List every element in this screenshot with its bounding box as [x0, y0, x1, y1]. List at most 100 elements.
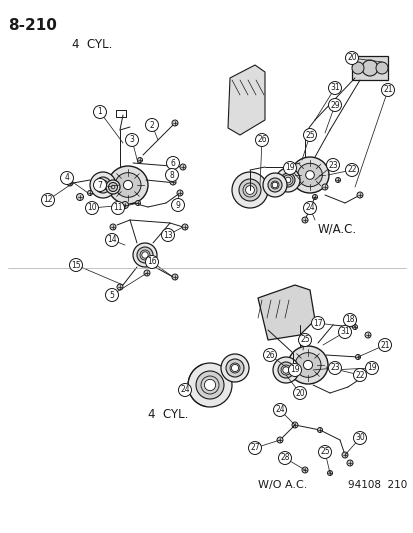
Circle shape — [282, 367, 289, 373]
Text: 17: 17 — [312, 319, 322, 327]
Text: 13: 13 — [163, 230, 172, 239]
Circle shape — [231, 365, 238, 372]
Circle shape — [67, 180, 73, 186]
Circle shape — [355, 354, 360, 359]
Text: 24: 24 — [304, 204, 314, 213]
Circle shape — [291, 422, 297, 428]
Circle shape — [95, 177, 111, 193]
Circle shape — [98, 188, 102, 192]
Circle shape — [380, 84, 394, 96]
Circle shape — [221, 354, 248, 382]
Circle shape — [364, 332, 370, 338]
Text: 2: 2 — [149, 120, 154, 130]
Circle shape — [353, 368, 366, 382]
Circle shape — [117, 284, 123, 290]
Circle shape — [93, 106, 106, 118]
Text: 31: 31 — [339, 327, 349, 336]
Circle shape — [144, 270, 150, 276]
Text: 25: 25 — [299, 335, 309, 344]
Ellipse shape — [108, 166, 147, 204]
Circle shape — [275, 168, 299, 192]
Text: 31: 31 — [330, 84, 339, 93]
Text: 6: 6 — [170, 158, 175, 167]
Circle shape — [180, 164, 185, 170]
Text: 4  CYL.: 4 CYL. — [147, 408, 188, 421]
Circle shape — [145, 255, 158, 269]
Text: 94108  210: 94108 210 — [347, 480, 406, 490]
Circle shape — [305, 171, 313, 179]
Circle shape — [178, 384, 191, 397]
Circle shape — [328, 82, 341, 94]
Text: 21: 21 — [379, 341, 389, 350]
Circle shape — [318, 446, 331, 458]
Circle shape — [110, 224, 116, 230]
Text: 19: 19 — [290, 366, 299, 375]
Circle shape — [195, 371, 223, 399]
Text: 29: 29 — [330, 101, 339, 109]
Circle shape — [298, 334, 311, 346]
Circle shape — [255, 133, 268, 147]
Circle shape — [351, 62, 363, 74]
Text: 12: 12 — [43, 196, 52, 205]
Text: 8-210: 8-210 — [8, 18, 57, 33]
Circle shape — [263, 349, 276, 361]
Circle shape — [285, 177, 290, 183]
Text: 22: 22 — [347, 166, 356, 174]
Circle shape — [361, 60, 377, 76]
Circle shape — [345, 52, 358, 64]
Circle shape — [335, 177, 339, 182]
Circle shape — [177, 190, 183, 196]
Circle shape — [137, 157, 142, 163]
Circle shape — [111, 185, 114, 189]
Circle shape — [171, 120, 178, 126]
Circle shape — [87, 190, 92, 196]
Circle shape — [303, 201, 316, 214]
Ellipse shape — [287, 346, 327, 384]
Circle shape — [312, 195, 317, 199]
Text: 21: 21 — [382, 85, 392, 94]
Circle shape — [171, 274, 178, 280]
Circle shape — [123, 181, 132, 190]
Circle shape — [301, 467, 307, 473]
Circle shape — [125, 133, 138, 147]
Circle shape — [100, 182, 106, 188]
Circle shape — [165, 168, 178, 182]
Circle shape — [142, 252, 148, 258]
Circle shape — [356, 192, 362, 198]
Text: 7: 7 — [97, 181, 102, 190]
Text: 25: 25 — [304, 131, 314, 140]
Circle shape — [326, 158, 339, 172]
Text: 30: 30 — [354, 433, 364, 442]
Text: 1: 1 — [97, 108, 102, 117]
Circle shape — [321, 184, 327, 190]
Text: 20: 20 — [294, 389, 304, 398]
Circle shape — [60, 172, 74, 184]
Circle shape — [283, 161, 296, 174]
Polygon shape — [228, 65, 264, 135]
Text: W/O A.C.: W/O A.C. — [257, 480, 306, 490]
Circle shape — [303, 128, 316, 141]
Circle shape — [277, 362, 293, 378]
Text: 18: 18 — [344, 316, 354, 325]
Circle shape — [245, 185, 254, 195]
Text: 5: 5 — [109, 290, 114, 300]
Circle shape — [301, 217, 307, 223]
Circle shape — [133, 243, 157, 267]
Circle shape — [106, 180, 120, 194]
Circle shape — [145, 118, 158, 132]
Circle shape — [328, 361, 341, 375]
Circle shape — [121, 201, 128, 208]
Circle shape — [137, 247, 153, 263]
Circle shape — [188, 363, 231, 407]
Ellipse shape — [294, 353, 320, 377]
Circle shape — [327, 471, 332, 475]
Circle shape — [111, 201, 124, 214]
Circle shape — [108, 182, 117, 191]
Circle shape — [311, 317, 324, 329]
Circle shape — [341, 452, 347, 458]
Text: 15: 15 — [71, 261, 81, 270]
Circle shape — [276, 437, 282, 443]
Circle shape — [262, 173, 286, 197]
Text: 9: 9 — [175, 200, 180, 209]
Circle shape — [377, 338, 391, 351]
